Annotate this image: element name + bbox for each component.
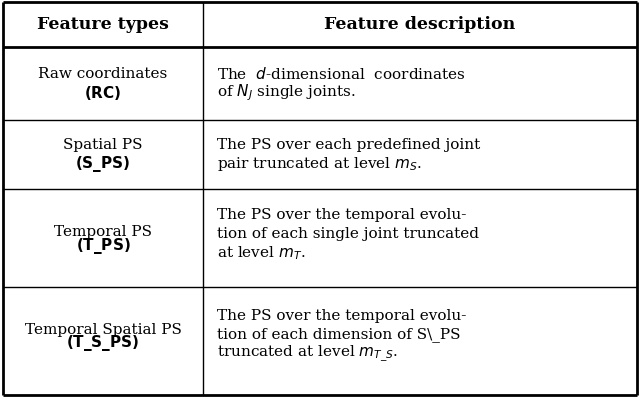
Text: The PS over each predefined joint: The PS over each predefined joint: [217, 138, 480, 152]
Text: $\mathbf{(T\_PS)}$: $\mathbf{(T\_PS)}$: [76, 235, 131, 256]
Text: The PS over the temporal evolu-: The PS over the temporal evolu-: [217, 309, 466, 323]
Text: Feature description: Feature description: [324, 16, 515, 33]
Text: $\mathbf{(S\_PS)}$: $\mathbf{(S\_PS)}$: [76, 154, 131, 174]
Text: of $N_J$ single joints.: of $N_J$ single joints.: [217, 83, 355, 103]
Text: The PS over the temporal evolu-: The PS over the temporal evolu-: [217, 208, 466, 222]
Text: Feature types: Feature types: [37, 16, 169, 33]
Text: Raw coordinates: Raw coordinates: [38, 67, 168, 81]
Text: $\mathbf{(RC)}$: $\mathbf{(RC)}$: [84, 84, 122, 102]
Text: $\mathbf{(T\_S\_PS)}$: $\mathbf{(T\_S\_PS)}$: [67, 333, 140, 353]
Text: tion of each dimension of S\_PS: tion of each dimension of S\_PS: [217, 328, 460, 343]
Text: The  $d$-dimensional  coordinates: The $d$-dimensional coordinates: [217, 66, 466, 82]
Text: tion of each single joint truncated: tion of each single joint truncated: [217, 227, 479, 241]
Text: Spatial PS: Spatial PS: [63, 138, 143, 152]
Text: at level $m_T$.: at level $m_T$.: [217, 244, 305, 262]
Text: pair truncated at level $m_S$.: pair truncated at level $m_S$.: [217, 155, 422, 173]
Text: Temporal Spatial PS: Temporal Spatial PS: [24, 324, 181, 337]
Text: Temporal PS: Temporal PS: [54, 225, 152, 239]
Text: truncated at level $m_{T\_S}$.: truncated at level $m_{T\_S}$.: [217, 344, 398, 364]
